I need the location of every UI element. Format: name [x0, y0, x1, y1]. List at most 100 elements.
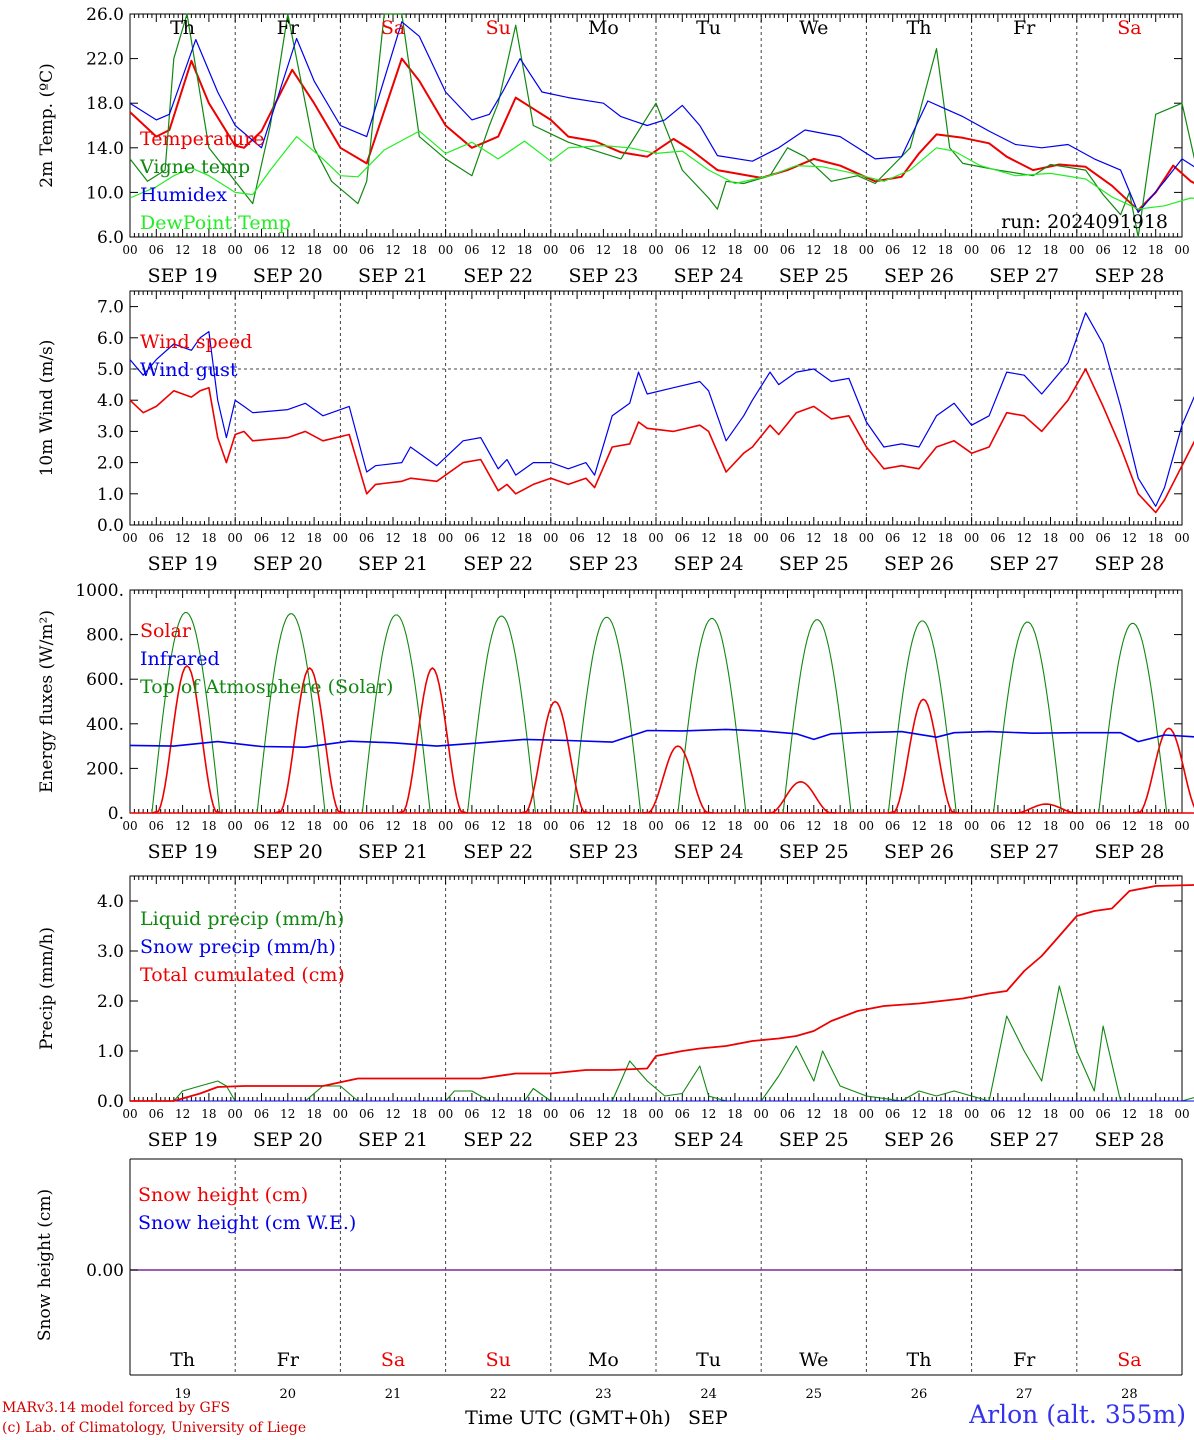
- hour-tick-label: 06: [464, 531, 479, 545]
- day-number: 24: [700, 1387, 717, 1402]
- hour-tick-label: 18: [727, 1107, 742, 1121]
- hour-tick-label: 18: [938, 1107, 953, 1121]
- hour-tick-label: 00: [964, 819, 979, 833]
- hour-tick-label: 12: [1017, 1107, 1032, 1121]
- hour-tick-label: 00: [754, 531, 769, 545]
- hour-tick-label: 12: [596, 1107, 611, 1121]
- credit-line-1: MARv3.14 model forced by GFS: [2, 1400, 231, 1416]
- toa-day-6: [778, 619, 854, 814]
- toa-day-3: [463, 615, 538, 814]
- temp-legend-3: DewPoint Temp: [140, 212, 291, 234]
- date-label: SEP 20: [253, 1129, 323, 1151]
- wind-series-0: [129, 368, 1194, 514]
- hour-tick-label: 12: [701, 1107, 716, 1121]
- day-name-bottom: Mo: [588, 1349, 619, 1371]
- hour-tick-label: 12: [491, 819, 506, 833]
- solar-day-4: [642, 745, 714, 814]
- date-label: SEP 19: [148, 841, 218, 863]
- hour-tick-label: 00: [228, 531, 243, 545]
- hour-tick-label: 12: [1122, 819, 1137, 833]
- hour-tick-label: 00: [438, 243, 453, 257]
- energy-axis-label: Energy fluxes (W/m²): [37, 610, 57, 793]
- hour-tick-label: 00: [543, 819, 558, 833]
- hour-tick-label: 06: [464, 819, 479, 833]
- hour-tick-label: 18: [201, 243, 216, 257]
- y-tick-label: 0.0: [97, 516, 124, 536]
- hour-tick-label: 00: [122, 531, 137, 545]
- hour-tick-label: 12: [701, 819, 716, 833]
- hour-tick-label: 12: [1017, 531, 1032, 545]
- date-label: SEP 25: [779, 1129, 849, 1151]
- hour-tick-label: 12: [1122, 531, 1137, 545]
- hour-tick-label: 12: [280, 243, 295, 257]
- day-number: 25: [806, 1387, 823, 1402]
- temp-series-2: [129, 21, 1194, 214]
- date-label: SEP 23: [568, 553, 638, 575]
- hour-tick-label: 18: [517, 243, 532, 257]
- hour-tick-label: 00: [859, 819, 874, 833]
- hour-tick-label: 18: [201, 531, 216, 545]
- hour-tick-label: 18: [1043, 243, 1058, 257]
- toa-day-5: [673, 618, 749, 814]
- hour-tick-label: 06: [464, 243, 479, 257]
- hour-tick-label: 18: [306, 819, 321, 833]
- date-label: SEP 26: [884, 265, 954, 287]
- solar-day-3: [519, 700, 591, 814]
- hour-tick-label: 18: [938, 819, 953, 833]
- date-label: SEP 22: [463, 1129, 533, 1151]
- hour-tick-label: 06: [780, 243, 795, 257]
- wind-series-1: [129, 312, 1194, 507]
- y-tick-label: 10.0: [86, 183, 124, 203]
- hour-tick-label: 00: [754, 243, 769, 257]
- solar-day-5: [765, 780, 836, 814]
- hour-tick-label: 18: [622, 819, 637, 833]
- day-number: 20: [280, 1387, 297, 1402]
- hour-tick-label: 00: [228, 1107, 243, 1121]
- date-label: SEP 28: [1094, 265, 1164, 287]
- y-tick-label: 3.0: [97, 942, 124, 962]
- hour-tick-label: 18: [517, 531, 532, 545]
- toa-day-9: [1094, 622, 1169, 814]
- hour-tick-label: 06: [885, 531, 900, 545]
- credit-line-2: (c) Lab. of Climatology, University of L…: [2, 1420, 307, 1436]
- temp-axis-label: 2m Temp. (ºC): [37, 63, 57, 188]
- date-label: SEP 21: [358, 265, 428, 287]
- hour-tick-label: 12: [1017, 243, 1032, 257]
- station-label: Arlon (alt. 355m): [969, 1400, 1186, 1429]
- precip-legend-1: Snow precip (mm/h): [140, 936, 336, 958]
- hour-tick-label: 00: [859, 531, 874, 545]
- hour-tick-label: 06: [149, 243, 164, 257]
- hour-tick-label: 12: [491, 243, 506, 257]
- hour-tick-label: 18: [1043, 531, 1058, 545]
- hour-tick-label: 00: [438, 1107, 453, 1121]
- date-label: SEP 20: [253, 841, 323, 863]
- hour-tick-label: 06: [569, 819, 584, 833]
- day-number: 23: [595, 1387, 612, 1402]
- solar-day-7: [1011, 803, 1082, 814]
- hour-tick-label: 18: [832, 243, 847, 257]
- hour-tick-label: 12: [911, 819, 926, 833]
- day-name-top: Mo: [588, 17, 619, 39]
- hour-tick-label: 06: [254, 1107, 269, 1121]
- temp-series-0: [129, 57, 1194, 212]
- hour-tick-label: 12: [911, 1107, 926, 1121]
- hour-tick-label: 00: [438, 819, 453, 833]
- day-number: 28: [1121, 1387, 1138, 1402]
- hour-tick-label: 06: [990, 531, 1005, 545]
- hour-tick-label: 18: [727, 819, 742, 833]
- hour-tick-label: 12: [491, 531, 506, 545]
- y-tick-label: 5.0: [97, 360, 124, 380]
- wind-axis-label: 10m Wind (m/s): [37, 340, 57, 477]
- date-label: SEP 23: [568, 841, 638, 863]
- hour-tick-label: 12: [596, 531, 611, 545]
- hour-tick-label: 06: [885, 243, 900, 257]
- hour-tick-label: 18: [306, 1107, 321, 1121]
- day-name-bottom: We: [799, 1349, 828, 1371]
- hour-tick-label: 12: [1122, 243, 1137, 257]
- day-name-bottom: Fr: [1013, 1349, 1036, 1371]
- y-tick-label: 400.: [86, 715, 124, 735]
- hour-tick-label: 12: [806, 1107, 821, 1121]
- hour-tick-label: 06: [254, 819, 269, 833]
- date-label: SEP 25: [779, 553, 849, 575]
- y-tick-label: 18.0: [86, 94, 124, 114]
